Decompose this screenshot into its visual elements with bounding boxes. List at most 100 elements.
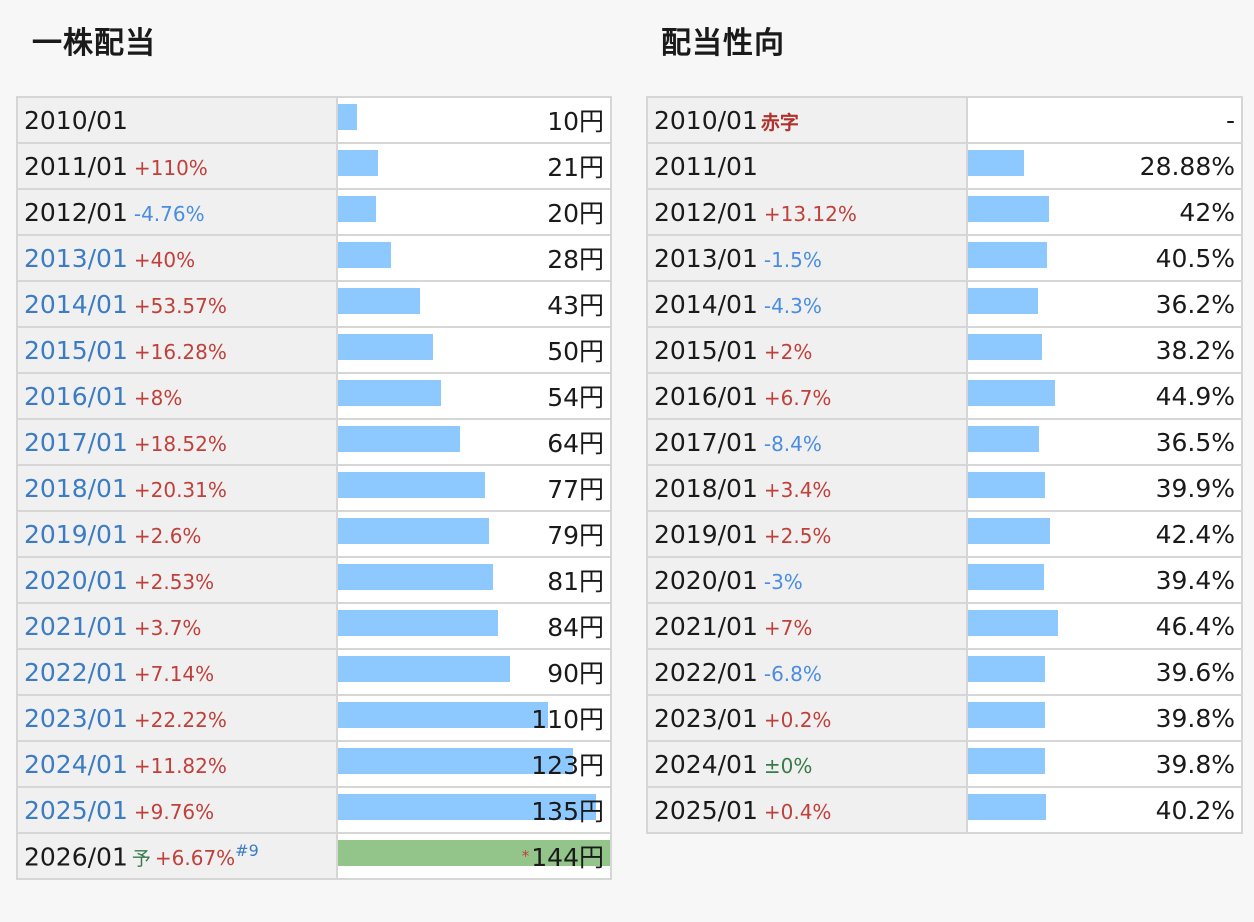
year-cell: 2020/01 +2.53% — [16, 556, 338, 604]
year-label: 2020/01 — [654, 565, 758, 595]
value-cell: 20円 — [336, 188, 612, 236]
dividend-value: 64円 — [547, 429, 604, 458]
payout-bar — [969, 794, 1046, 820]
year-cell: 2024/01 +11.82% — [16, 740, 338, 788]
dividend-bar — [339, 748, 573, 774]
dividend-row: 2012/01 -4.76% 20円 — [16, 188, 612, 236]
dividend-value: 84円 — [547, 613, 604, 642]
dividend-value: 144円 — [531, 843, 604, 872]
dividend-row: 2024/01 +11.82% 123円 — [16, 740, 612, 788]
dividend-bar — [339, 334, 433, 360]
value-cell: 39.8% — [966, 740, 1243, 788]
payout-bar — [969, 242, 1047, 268]
forecast-asterisk: * — [521, 847, 530, 865]
payout-bar — [969, 748, 1045, 774]
change-points: +13.12% — [763, 201, 857, 226]
change-points: +2% — [763, 339, 813, 364]
change-points: -1.5% — [763, 247, 822, 272]
year-link[interactable]: 2013/01 — [24, 243, 128, 273]
dividend-row: 2023/01 +22.22% 110円 — [16, 694, 612, 742]
dividend-value: 54円 — [547, 383, 604, 412]
footnote-link[interactable]: #9 — [235, 840, 259, 860]
payout-value: 39.4% — [1155, 565, 1235, 595]
year-cell: 2017/01 +18.52% — [16, 418, 338, 466]
dividend-value: 43円 — [547, 291, 604, 320]
year-link[interactable]: 2016/01 — [24, 381, 128, 411]
year-link[interactable]: 2022/01 — [24, 657, 128, 687]
change-points: -8.4% — [763, 431, 822, 456]
dividend-row: 2015/01 +16.28% 50円 — [16, 326, 612, 374]
year-link[interactable]: 2015/01 — [24, 335, 128, 365]
forecast-mark: 予 — [131, 848, 151, 871]
change-points: +6.7% — [763, 385, 832, 410]
year-link[interactable]: 2025/01 — [24, 795, 128, 825]
year-cell: 2020/01 -3% — [646, 556, 968, 604]
year-cell: 2017/01 -8.4% — [646, 418, 968, 466]
change-percent: +7.14% — [133, 661, 215, 686]
dividend-value: 79円 — [547, 521, 604, 550]
dividend-row: 2013/01 +40% 28円 — [16, 234, 612, 282]
dividend-bar — [339, 150, 378, 176]
year-cell: 2015/01 +16.28% — [16, 326, 338, 374]
payout-row: 2012/01 +13.12% 42% — [646, 188, 1243, 236]
value-cell: 81円 — [336, 556, 612, 604]
deficit-badge: 赤字 — [760, 111, 799, 134]
change-points: +0.2% — [763, 707, 832, 732]
change-percent: +9.76% — [133, 799, 215, 824]
change-percent: +40% — [133, 247, 196, 272]
payout-row: 2024/01 ±0% 39.8% — [646, 740, 1243, 788]
dividend-row: 2021/01 +3.7% 84円 — [16, 602, 612, 650]
year-link[interactable]: 2018/01 — [24, 473, 128, 503]
year-link[interactable]: 2014/01 — [24, 289, 128, 319]
value-cell: 39.8% — [966, 694, 1243, 742]
value-cell: 40.5% — [966, 234, 1243, 282]
payout-bar — [969, 150, 1024, 176]
dividend-value: 81円 — [547, 567, 604, 596]
dividend-value: 50円 — [547, 337, 604, 366]
year-label: 2010/01 — [24, 105, 128, 135]
year-cell: 2024/01 ±0% — [646, 740, 968, 788]
payout-bar — [969, 702, 1045, 728]
year-cell: 2018/01 +20.31% — [16, 464, 338, 512]
payout-row: 2017/01 -8.4% 36.5% — [646, 418, 1243, 466]
payout-value: 42.4% — [1155, 519, 1235, 549]
year-cell: 2023/01 +0.2% — [646, 694, 968, 742]
year-link[interactable]: 2020/01 — [24, 565, 128, 595]
year-cell: 2016/01 +6.7% — [646, 372, 968, 420]
year-cell: 2022/01 -6.8% — [646, 648, 968, 696]
payout-row: 2023/01 +0.2% 39.8% — [646, 694, 1243, 742]
value-cell: 54円 — [336, 372, 612, 420]
payout-row: 2015/01 +2% 38.2% — [646, 326, 1243, 374]
year-link[interactable]: 2021/01 — [24, 611, 128, 641]
dividend-bar — [339, 242, 391, 268]
change-points: -3% — [763, 569, 803, 594]
year-cell: 2026/01 予 +6.67%#9 — [16, 832, 338, 880]
dividend-bar — [339, 564, 493, 590]
value-cell: 90円 — [336, 648, 612, 696]
year-link[interactable]: 2019/01 — [24, 519, 128, 549]
year-cell: 2022/01 +7.14% — [16, 648, 338, 696]
change-percent: +2.6% — [133, 523, 202, 548]
year-cell: 2013/01 -1.5% — [646, 234, 968, 282]
year-cell: 2023/01 +22.22% — [16, 694, 338, 742]
payout-row: 2019/01 +2.5% 42.4% — [646, 510, 1243, 558]
year-link[interactable]: 2023/01 — [24, 703, 128, 733]
dividend-bar — [339, 656, 510, 682]
payout-bar — [969, 656, 1045, 682]
payout-value: 40.5% — [1155, 243, 1235, 273]
dividend-value: 28円 — [547, 245, 604, 274]
payout-row: 2013/01 -1.5% 40.5% — [646, 234, 1243, 282]
year-label: 2026/01 — [24, 842, 128, 872]
year-link[interactable]: 2024/01 — [24, 749, 128, 779]
payout-value: 36.5% — [1155, 427, 1235, 457]
year-cell: 2012/01 +13.12% — [646, 188, 968, 236]
change-percent: +22.22% — [133, 707, 227, 732]
year-cell: 2021/01 +7% — [646, 602, 968, 650]
year-label: 2023/01 — [654, 703, 758, 733]
year-link[interactable]: 2017/01 — [24, 427, 128, 457]
year-cell: 2011/01 — [646, 142, 968, 190]
value-cell: 40.2% — [966, 786, 1243, 834]
year-cell: 2015/01 +2% — [646, 326, 968, 374]
year-cell: 2025/01 +9.76% — [16, 786, 338, 834]
value-cell: 39.6% — [966, 648, 1243, 696]
